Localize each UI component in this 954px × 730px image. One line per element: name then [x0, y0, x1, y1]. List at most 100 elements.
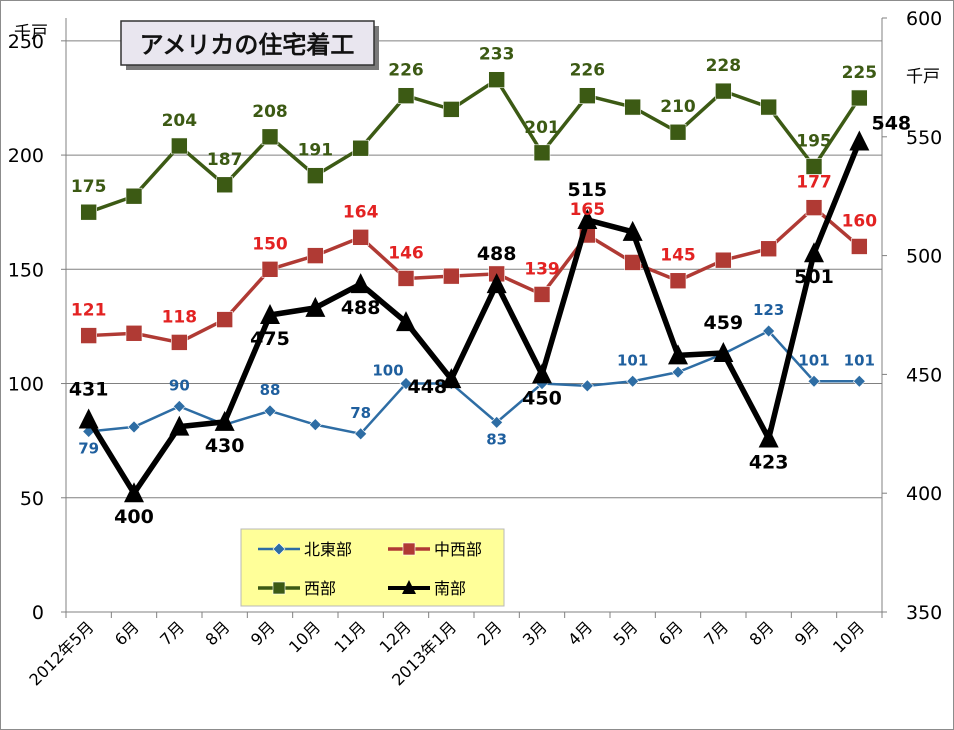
- series-南部: [78, 130, 870, 503]
- data-label: 228: [706, 56, 742, 76]
- series-西部: [80, 71, 868, 221]
- data-label: 195: [796, 132, 832, 152]
- data-point-marker: [397, 87, 415, 104]
- right-axis-tick-label: 550: [906, 127, 942, 149]
- data-point-marker: [172, 399, 186, 413]
- data-label: 175: [71, 177, 107, 197]
- legend-label: 中西部: [434, 540, 482, 559]
- data-label: 233: [479, 45, 515, 65]
- data-label: 423: [749, 452, 789, 474]
- data-point-marker: [577, 208, 598, 229]
- data-point-marker: [352, 229, 369, 246]
- data-point-marker: [272, 542, 286, 556]
- data-label: 118: [162, 307, 198, 327]
- legend-label: 西部: [304, 579, 336, 598]
- data-label: 101: [844, 351, 875, 369]
- data-point-marker: [125, 324, 143, 342]
- data-point-marker: [490, 415, 504, 429]
- data-point-marker: [805, 158, 823, 175]
- data-label: 90: [169, 376, 190, 394]
- data-point-marker: [78, 408, 99, 429]
- data-point-marker: [532, 363, 552, 384]
- data-label: 121: [71, 301, 107, 321]
- data-label: 450: [522, 387, 562, 409]
- data-point-marker: [214, 410, 235, 431]
- series-中西部: [80, 199, 868, 351]
- right-axis-tick-label: 350: [906, 602, 942, 624]
- right-axis-tick-label: 450: [906, 364, 942, 386]
- data-point-marker: [124, 482, 144, 503]
- left-axis-tick-label: 50: [20, 488, 44, 510]
- data-point-marker: [308, 418, 322, 432]
- data-label: 88: [260, 381, 281, 399]
- data-point-marker: [350, 273, 371, 294]
- right-axis-tick-label: 600: [906, 8, 942, 30]
- data-label: 204: [162, 111, 198, 131]
- data-point-marker: [307, 167, 324, 184]
- data-label: 488: [477, 243, 517, 265]
- data-point-marker: [671, 365, 685, 379]
- data-point-marker: [169, 415, 190, 436]
- data-point-marker: [261, 128, 279, 146]
- data-point-marker: [216, 311, 233, 328]
- data-point-marker: [352, 139, 369, 157]
- data-point-marker: [261, 261, 279, 278]
- data-point-marker: [80, 327, 97, 344]
- data-label: 150: [252, 234, 288, 254]
- data-point-marker: [263, 404, 277, 418]
- data-point-marker: [805, 199, 823, 216]
- data-label: 177: [796, 173, 832, 193]
- data-point-marker: [171, 137, 188, 155]
- data-point-marker: [402, 580, 416, 594]
- data-label: 225: [842, 63, 878, 83]
- data-point-marker: [533, 286, 551, 303]
- data-point-marker: [396, 311, 416, 332]
- data-label: 210: [660, 97, 696, 117]
- data-label: 208: [252, 102, 288, 122]
- chart-title: アメリカの住宅着工: [140, 31, 355, 59]
- data-labels: 79 90 88 78 100 83 101 123 101 101 121 118 150 164 146…: [69, 45, 911, 529]
- data-label: 101: [617, 351, 648, 369]
- data-point-marker: [622, 220, 643, 241]
- data-label: 191: [298, 141, 334, 161]
- data-label: 187: [207, 150, 243, 170]
- data-point-marker: [758, 427, 779, 448]
- data-label: 145: [660, 246, 696, 266]
- data-point-marker: [851, 238, 868, 255]
- data-label: 488: [341, 297, 381, 319]
- data-point-marker: [125, 187, 143, 205]
- data-label: 430: [205, 435, 245, 457]
- legend-item-南部: 南部: [388, 579, 466, 598]
- data-label: 123: [753, 301, 784, 319]
- data-label: 226: [388, 61, 424, 81]
- series-line: [86, 140, 862, 496]
- data-label: 548: [871, 113, 911, 135]
- data-point-marker: [580, 379, 594, 393]
- data-label: 431: [69, 379, 109, 401]
- data-point-marker: [669, 272, 687, 290]
- left-axis-tick-label: 150: [8, 259, 44, 281]
- data-label: 400: [114, 506, 154, 528]
- data-point-marker: [397, 270, 415, 287]
- data-label: 78: [350, 404, 371, 422]
- title-frame: [120, 20, 375, 66]
- right-axis-tick-label: 400: [906, 483, 942, 505]
- right-axis-tick-label: 500: [906, 246, 942, 268]
- data-point-marker: [80, 203, 97, 221]
- chart-title-box: アメリカの住宅着工: [120, 20, 379, 70]
- data-point-marker: [443, 101, 460, 118]
- data-point-marker: [441, 368, 462, 389]
- data-point-marker: [399, 377, 413, 390]
- legend-item-西部: 西部: [258, 579, 336, 598]
- data-point-marker: [669, 123, 687, 141]
- data-point-marker: [804, 242, 824, 263]
- data-label: 160: [842, 211, 878, 231]
- data-label: 448: [407, 376, 447, 398]
- data-point-marker: [260, 304, 280, 324]
- data-label: 164: [343, 202, 379, 222]
- left-axis-unit: 千戸: [14, 23, 48, 43]
